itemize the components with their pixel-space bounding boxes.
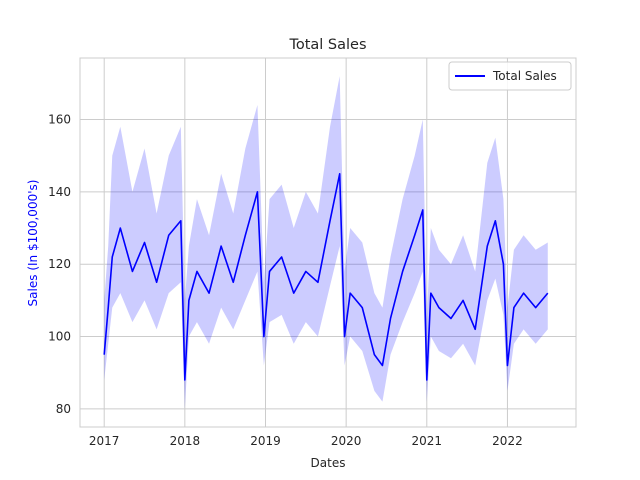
x-tick-label: 2021 <box>412 434 443 448</box>
chart-title: Total Sales <box>288 37 366 53</box>
y-tick-labels: 80 100 120 140 160 <box>48 113 71 416</box>
grid-lines <box>80 58 576 427</box>
x-tick-label: 2020 <box>331 434 362 448</box>
legend-label: Total Sales <box>492 69 557 83</box>
x-tick-label: 2019 <box>250 434 281 448</box>
legend-box <box>448 61 572 91</box>
series-line-layer <box>103 172 549 381</box>
x-tick-labels: 2017 2018 2019 2020 2021 2022 <box>89 434 523 448</box>
x-axis-label: Dates <box>311 456 346 470</box>
x-tick-label: 2017 <box>89 434 120 448</box>
plot-frame <box>79 57 577 428</box>
y-tick-label: 100 <box>48 330 71 344</box>
y-tick-label: 120 <box>48 257 71 271</box>
y-tick-label: 80 <box>56 402 71 416</box>
x-tick-label: 2022 <box>492 434 523 448</box>
y-tick-label: 140 <box>48 185 71 199</box>
y-tick-label: 160 <box>48 113 71 127</box>
legend: Total Sales <box>448 61 572 91</box>
x-tick-label: 2018 <box>170 434 201 448</box>
y-axis-label: Sales (In $100,000's) <box>26 180 40 307</box>
series-line-total-sales <box>103 172 549 381</box>
